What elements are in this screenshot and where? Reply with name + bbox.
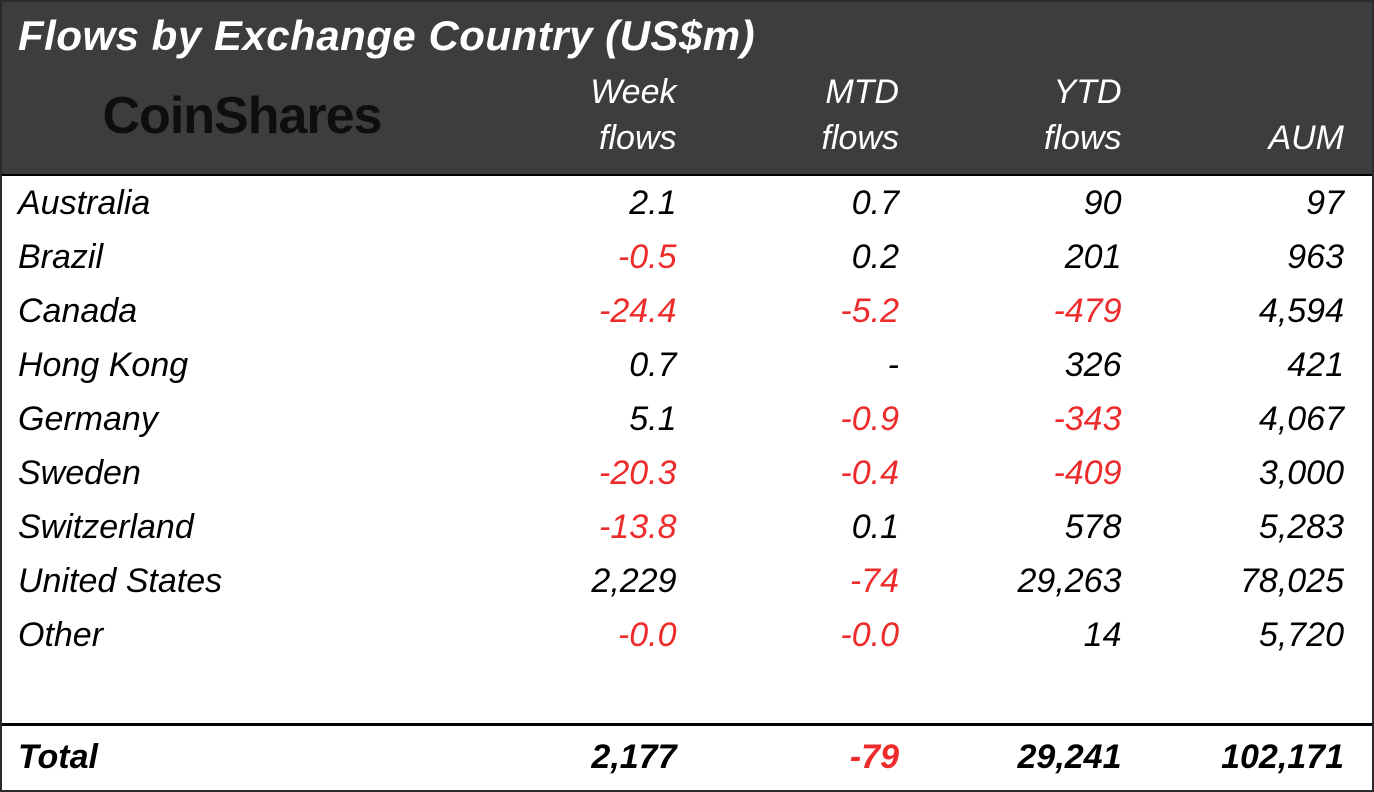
table-row: Brazil-0.50.2201963 xyxy=(2,230,1372,284)
col-header-aum: AUM xyxy=(1150,64,1373,174)
row-label: Switzerland xyxy=(2,510,482,544)
cell-ytd: 201 xyxy=(927,240,1150,274)
cell-ytd: -479 xyxy=(927,294,1150,328)
cell-week: 2,177 xyxy=(482,740,705,774)
cell-week: 2.1 xyxy=(482,186,705,220)
cell-week: -24.4 xyxy=(482,294,705,328)
row-label: Other xyxy=(2,618,482,652)
cell-mtd: -0.4 xyxy=(705,456,928,490)
table-row-total: Total 2,177 -79 29,241 102,171 xyxy=(2,726,1372,790)
col-header-mtd: MTD flows xyxy=(705,64,928,174)
table-title: Flows by Exchange Country (US$m) xyxy=(2,2,1372,64)
cell-week: 0.7 xyxy=(482,348,705,382)
brand-logo-text: CoinShares xyxy=(103,81,382,151)
cell-ytd: 578 xyxy=(927,510,1150,544)
cell-mtd: 0.7 xyxy=(705,186,928,220)
cell-aum: 963 xyxy=(1150,240,1373,274)
cell-aum: 4,067 xyxy=(1150,402,1373,436)
table-row: United States2,229-7429,26378,025 xyxy=(2,554,1372,608)
cell-ytd: 29,241 xyxy=(927,740,1150,774)
cell-week: -0.5 xyxy=(482,240,705,274)
cell-mtd: -79 xyxy=(705,740,928,774)
cell-aum: 421 xyxy=(1150,348,1373,382)
cell-mtd: -0.0 xyxy=(705,618,928,652)
table-row: Other-0.0-0.0145,720 xyxy=(2,608,1372,662)
cell-aum: 4,594 xyxy=(1150,294,1373,328)
row-label: United States xyxy=(2,564,482,598)
row-label: Australia xyxy=(2,186,482,220)
row-label: Germany xyxy=(2,402,482,436)
row-label: Canada xyxy=(2,294,482,328)
row-label: Total xyxy=(2,740,482,774)
row-label: Brazil xyxy=(2,240,482,274)
table-row: Australia2.10.79097 xyxy=(2,176,1372,230)
cell-mtd: -0.9 xyxy=(705,402,928,436)
cell-mtd: 0.1 xyxy=(705,510,928,544)
cell-ytd: 90 xyxy=(927,186,1150,220)
cell-mtd: -5.2 xyxy=(705,294,928,328)
brand-cell: CoinShares xyxy=(2,64,482,174)
cell-aum: 5,283 xyxy=(1150,510,1373,544)
cell-week: -13.8 xyxy=(482,510,705,544)
cell-week: -0.0 xyxy=(482,618,705,652)
cell-aum: 97 xyxy=(1150,186,1373,220)
table-row: Sweden-20.3-0.4-4093,000 xyxy=(2,446,1372,500)
flows-table-frame: Flows by Exchange Country (US$m) CoinSha… xyxy=(0,0,1374,792)
cell-week: 5.1 xyxy=(482,402,705,436)
cell-mtd: 0.2 xyxy=(705,240,928,274)
cell-ytd: -343 xyxy=(927,402,1150,436)
table-header-row: CoinShares Week flows MTD flows YTD flow… xyxy=(2,64,1372,176)
table-row: Canada-24.4-5.2-4794,594 xyxy=(2,284,1372,338)
table-row: Switzerland-13.80.15785,283 xyxy=(2,500,1372,554)
col-header-week: Week flows xyxy=(482,64,705,174)
row-label: Hong Kong xyxy=(2,348,482,382)
row-label: Sweden xyxy=(2,456,482,490)
cell-mtd: -74 xyxy=(705,564,928,598)
table-row: Hong Kong0.7-326421 xyxy=(2,338,1372,392)
cell-aum: 5,720 xyxy=(1150,618,1373,652)
cell-ytd: 326 xyxy=(927,348,1150,382)
cell-ytd: 29,263 xyxy=(927,564,1150,598)
cell-ytd: 14 xyxy=(927,618,1150,652)
col-header-ytd: YTD flows xyxy=(927,64,1150,174)
cell-week: -20.3 xyxy=(482,456,705,490)
table-body: Australia2.10.79097Brazil-0.50.2201963Ca… xyxy=(2,176,1372,723)
table-row: Germany5.1-0.9-3434,067 xyxy=(2,392,1372,446)
cell-aum: 78,025 xyxy=(1150,564,1373,598)
cell-week: 2,229 xyxy=(482,564,705,598)
cell-aum: 3,000 xyxy=(1150,456,1373,490)
cell-mtd: - xyxy=(705,348,928,382)
cell-ytd: -409 xyxy=(927,456,1150,490)
cell-aum: 102,171 xyxy=(1150,740,1373,774)
